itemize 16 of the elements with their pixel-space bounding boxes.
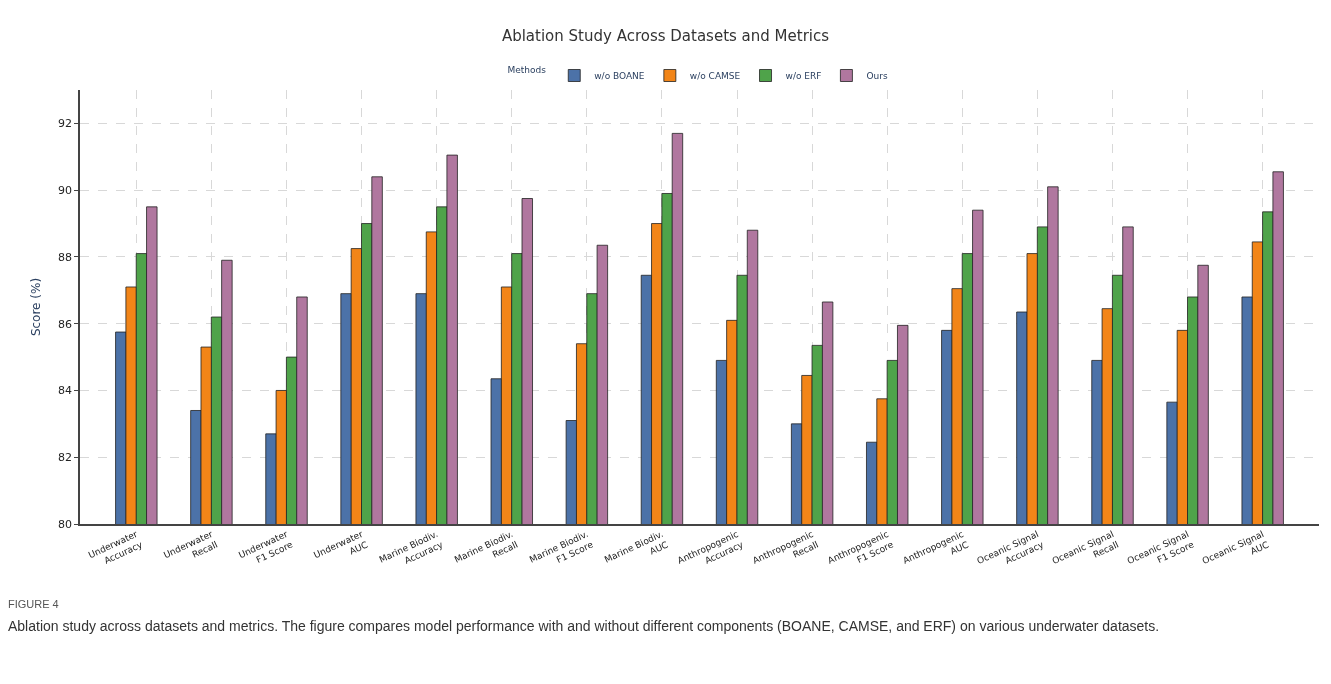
y-tick-label: 90: [58, 184, 73, 197]
y-tick-label: 92: [58, 117, 73, 131]
chart-title: Ablation Study Across Datasets and Metrics: [501, 27, 830, 46]
legend-label: w/o BOANE: [594, 71, 645, 82]
y-tick-label: 82: [58, 451, 73, 465]
y-tick-label: 80: [58, 517, 73, 531]
y-tick-label: 86: [58, 317, 73, 331]
caption: FIGURE 4: [8, 598, 59, 610]
legend-label: w/o ERF: [785, 71, 822, 82]
y-tick-label: 84: [58, 384, 73, 398]
text: Ablation study across datasets and metrics. The figure compares model performance with and without different components (BOANE, CAMSE, and ERF) on various underwater datasets.: [8, 618, 1160, 634]
y-axis-title: Score (%): [28, 277, 43, 337]
legend-title: Methods: [507, 64, 547, 75]
legend-label: w/o CAMSE: [689, 71, 741, 82]
legend-label: Ours: [866, 71, 888, 82]
y-tick-label: 88: [58, 250, 73, 264]
